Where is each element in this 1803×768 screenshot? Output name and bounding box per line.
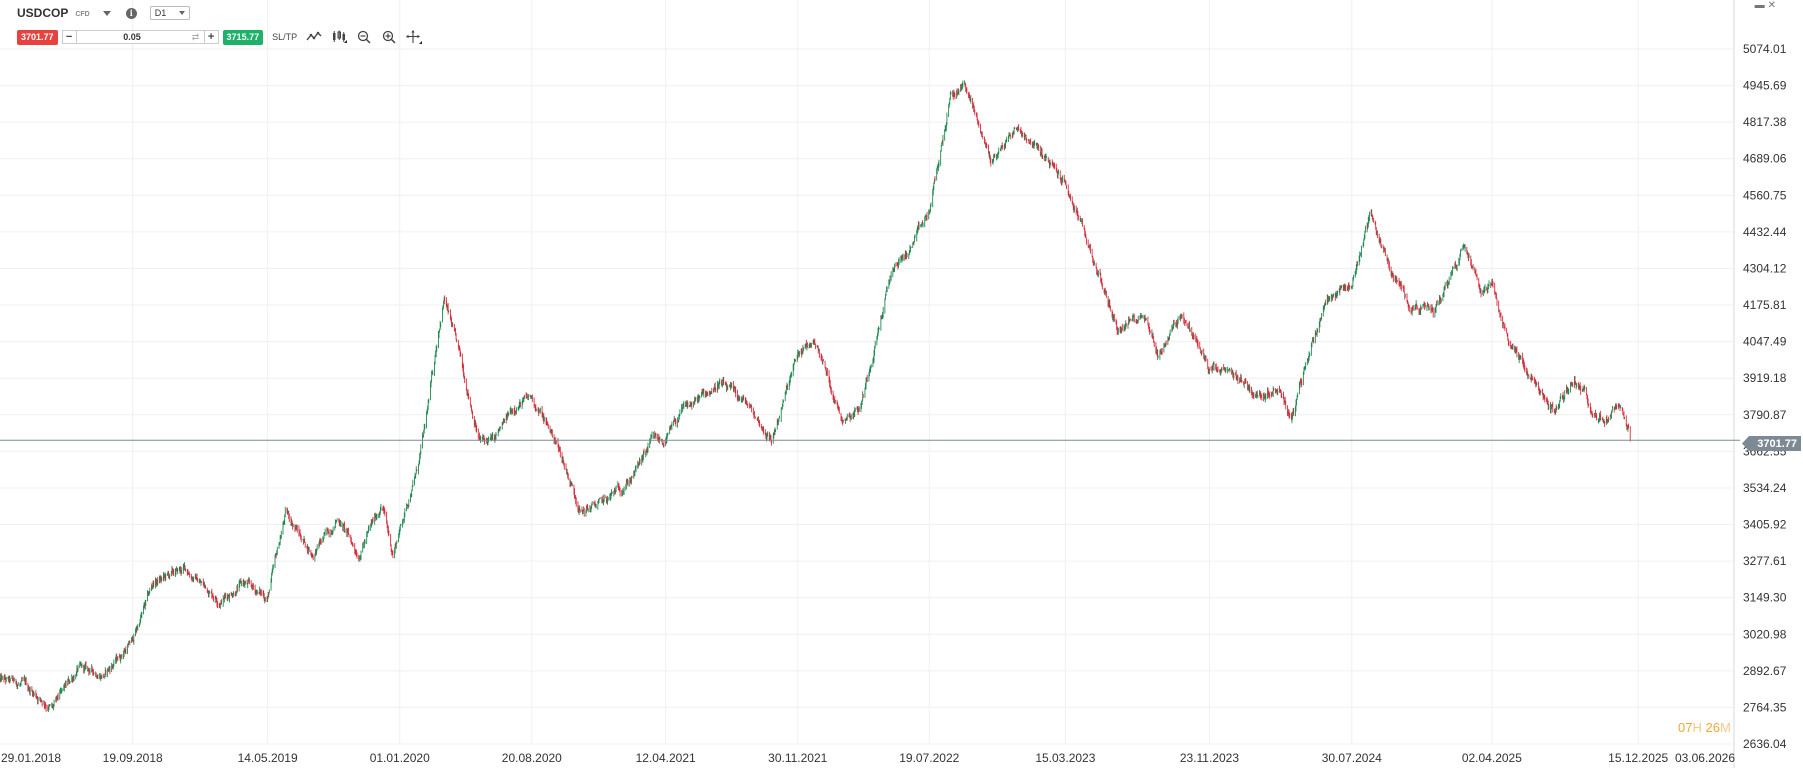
candlestick-series — [0, 80, 1631, 713]
countdown-hours-unit: H — [1692, 720, 1702, 735]
time-axis-label: 14.05.2019 — [238, 751, 298, 765]
time-axis-label: 03.06.2026 — [1675, 751, 1735, 765]
time-axis-label: 15.12.2025 — [1608, 751, 1668, 765]
zoom-out-icon[interactable] — [356, 30, 372, 44]
countdown-minutes: 26 — [1705, 720, 1720, 735]
price-axis-label: 3790.87 — [1743, 408, 1787, 422]
price-axis-label: 3277.61 — [1743, 554, 1787, 568]
quantity-decrease-button[interactable]: − — [63, 31, 77, 43]
window-restore-icon[interactable]: ▬ — [1754, 0, 1765, 11]
price-axis-label: 3919.18 — [1743, 371, 1787, 385]
chart-toolbar: USDCOP CFD i D1 3701.77 − 0.05 ⇄ + 3715.… — [0, 0, 1780, 46]
zoom-in-icon[interactable] — [381, 30, 397, 44]
time-axis-label: 30.11.2021 — [768, 751, 827, 765]
time-axis-label: 29.01.2018 — [1, 751, 61, 765]
time-axis-label: 15.03.2023 — [1035, 751, 1095, 765]
time-axis-label: 19.09.2018 — [103, 751, 163, 765]
price-axis-label: 4560.75 — [1743, 188, 1787, 202]
quantity-stepper: − 0.05 ⇄ + — [61, 30, 219, 44]
price-axis-label: 4817.38 — [1743, 115, 1787, 129]
price-axis-label: 3149.30 — [1743, 591, 1787, 605]
chart-grid — [0, 0, 1734, 745]
time-axis-label: 12.04.2021 — [636, 751, 696, 765]
price-axis-label: 5074.01 — [1743, 42, 1787, 56]
symbol-row: USDCOP CFD i D1 — [17, 5, 190, 21]
line-chart-icon[interactable] — [306, 30, 322, 44]
time-axis-label: 02.04.2025 — [1462, 751, 1522, 765]
symbol-type-label: CFD — [75, 11, 90, 18]
trade-row: 3701.77 − 0.05 ⇄ + 3715.77 SL/TP — [17, 29, 423, 45]
indicators-icon[interactable] — [331, 30, 348, 44]
price-axis-label: 4432.44 — [1743, 225, 1787, 239]
crosshair-icon[interactable] — [406, 30, 423, 44]
price-axis-label: 4304.12 — [1743, 261, 1787, 275]
current-price-tag: 3701.77 — [1742, 436, 1801, 451]
price-axis: 5074.01 4945.69 4817.38 4689.06 4560.75 4432.… — [1743, 42, 1787, 751]
time-axis-label: 01.01.2020 — [370, 751, 430, 765]
swap-icon[interactable]: ⇄ — [191, 31, 200, 42]
price-axis-label: 3534.24 — [1743, 481, 1787, 495]
price-axis-label: 3020.98 — [1743, 627, 1787, 641]
price-axis-label: 4047.49 — [1743, 335, 1787, 349]
symbol-name[interactable]: USDCOP — [17, 6, 69, 20]
window-controls: ▬ ✕ — [1755, 0, 1776, 11]
sltp-button[interactable]: SL/TP — [272, 32, 298, 42]
price-axis-label: 2636.04 — [1743, 737, 1787, 751]
quantity-input[interactable]: 0.05 — [123, 32, 141, 42]
chevron-down-icon — [178, 11, 185, 15]
price-axis-label: 4689.06 — [1743, 152, 1787, 166]
time-axis-label: 23.11.2023 — [1180, 751, 1239, 765]
price-axis-label: 3405.92 — [1743, 518, 1787, 532]
price-axis-label: 2764.35 — [1743, 700, 1787, 714]
quantity-increase-button[interactable]: + — [203, 31, 218, 43]
buy-button[interactable]: 3715.77 — [222, 29, 264, 45]
countdown-minutes-unit: M — [1719, 720, 1731, 735]
time-axis-label: 30.07.2024 — [1322, 751, 1382, 765]
symbol-dropdown-icon[interactable] — [102, 10, 111, 16]
price-axis-label: 4945.69 — [1743, 79, 1787, 93]
time-axis-label: 20.08.2020 — [502, 751, 562, 765]
countdown-hours: 07 — [1678, 720, 1693, 735]
price-axis-label: 2892.67 — [1743, 664, 1787, 678]
price-axis-label: 4175.81 — [1743, 298, 1787, 312]
info-icon[interactable]: i — [125, 7, 137, 19]
candle-countdown: 07H 26M — [1678, 720, 1731, 735]
time-axis-label: 19.07.2022 — [899, 751, 959, 765]
sell-button[interactable]: 3701.77 — [17, 29, 58, 45]
close-icon[interactable]: ✕ — [1767, 0, 1776, 11]
timeframe-select[interactable]: D1 — [149, 6, 190, 20]
time-axis: 29.01.2018 19.09.2018 14.05.2019 01.01.2020… — [1, 751, 1735, 765]
timeframe-value: D1 — [154, 8, 167, 18]
